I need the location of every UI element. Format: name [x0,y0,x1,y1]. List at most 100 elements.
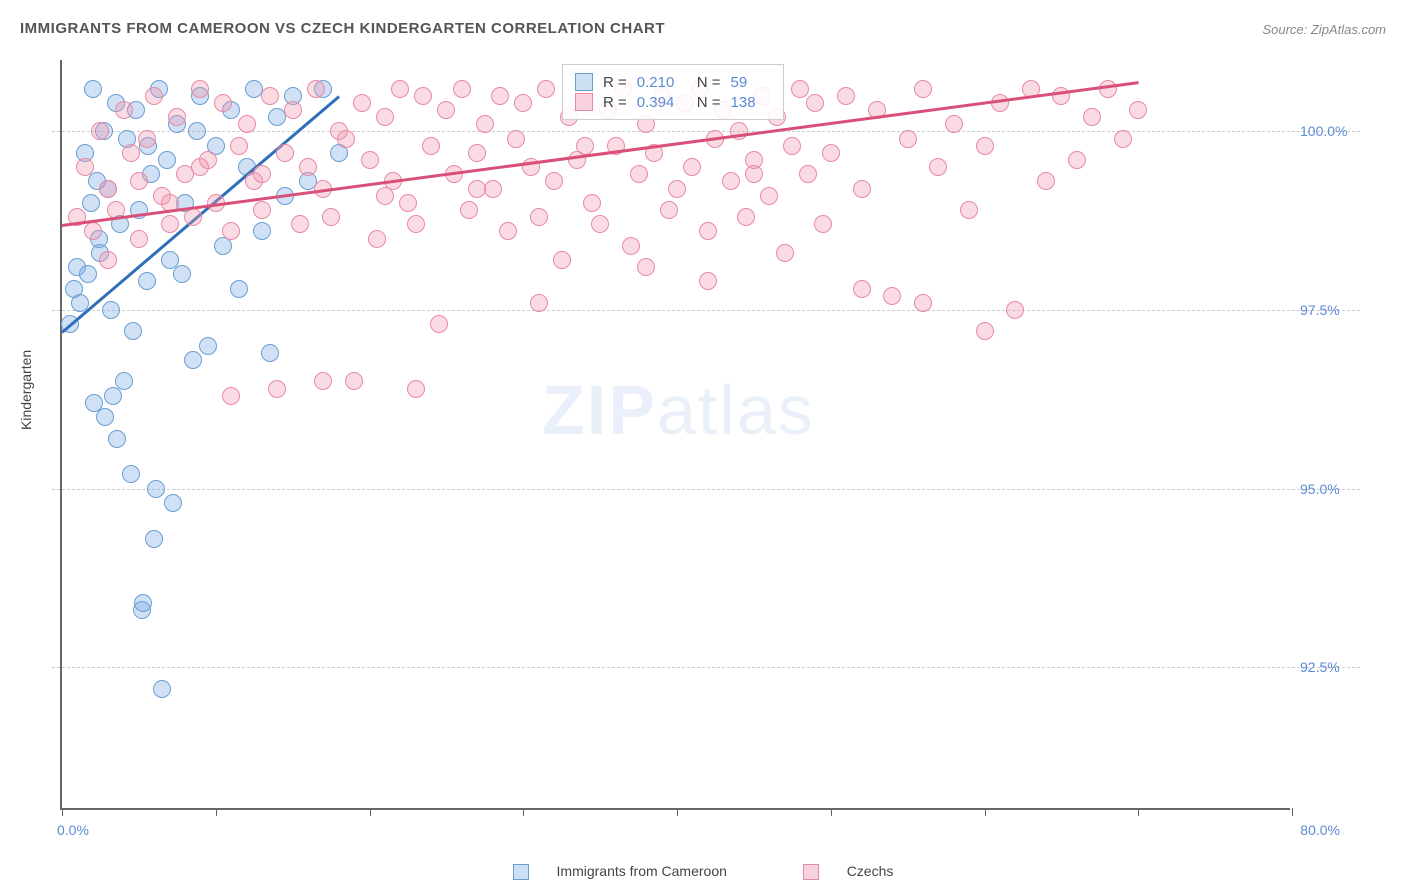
scatter-point [837,87,855,105]
scatter-point [1006,301,1024,319]
scatter-point [184,351,202,369]
scatter-point [276,144,294,162]
scatter-point [188,122,206,140]
x-tick [216,808,217,816]
scatter-point [883,287,901,305]
scatter-point [699,222,717,240]
scatter-point [453,80,471,98]
scatter-point [96,408,114,426]
scatter-point [138,130,156,148]
x-tick [1138,808,1139,816]
x-tick [523,808,524,816]
scatter-point [115,101,133,119]
scatter-point [814,215,832,233]
scatter-point [1068,151,1086,169]
x-label-left: 0.0% [57,822,89,838]
scatter-point [414,87,432,105]
scatter-point [122,144,140,162]
scatter-point [173,265,191,283]
scatter-point [284,101,302,119]
scatter-point [337,130,355,148]
scatter-point [261,344,279,362]
x-tick [62,808,63,816]
scatter-point [214,94,232,112]
scatter-point [630,165,648,183]
scatter-point [1083,108,1101,126]
scatter-point [422,137,440,155]
scatter-point [745,165,763,183]
scatter-point [230,137,248,155]
scatter-point [622,237,640,255]
x-tick [677,808,678,816]
scatter-point [976,322,994,340]
scatter-point [191,158,209,176]
scatter-point [84,222,102,240]
legend-bottom: Immigrants from Cameroon Czechs [0,863,1406,880]
scatter-point [299,158,317,176]
scatter-point [960,201,978,219]
x-tick [370,808,371,816]
scatter-point [407,380,425,398]
scatter-point [261,87,279,105]
x-tick [831,808,832,816]
scatter-point [314,372,332,390]
scatter-point [853,180,871,198]
scatter-point [253,201,271,219]
legend-swatch [575,93,593,111]
scatter-point [145,87,163,105]
scatter-point [134,594,152,612]
legend-item-cameroon: Immigrants from Cameroon [495,863,749,879]
scatter-point [291,215,309,233]
scatter-point [268,380,286,398]
scatter-point [430,315,448,333]
x-tick [1292,808,1293,816]
y-tick-label: 100.0% [1300,123,1360,139]
scatter-point [102,301,120,319]
legend-swatch-czechs [803,864,819,880]
scatter-point [122,465,140,483]
scatter-point [253,165,271,183]
scatter-point [576,137,594,155]
scatter-point [130,230,148,248]
scatter-point [104,387,122,405]
scatter-point [376,108,394,126]
scatter-point [253,222,271,240]
scatter-point [99,180,117,198]
scatter-point [368,230,386,248]
scatter-point [147,480,165,498]
scatter-point [660,201,678,219]
scatter-point [164,494,182,512]
scatter-point [222,222,240,240]
scatter-point [399,194,417,212]
y-axis-title: Kindergarten [18,350,34,430]
scatter-point [637,258,655,276]
scatter-point [530,208,548,226]
scatter-point [945,115,963,133]
scatter-point [437,101,455,119]
scatter-point [783,137,801,155]
y-tick-label: 95.0% [1300,481,1360,497]
y-tick-label: 97.5% [1300,302,1360,318]
scatter-point [230,280,248,298]
gridline [52,489,1360,490]
scatter-point [914,294,932,312]
scatter-point [361,151,379,169]
scatter-point [138,272,156,290]
chart-title: IMMIGRANTS FROM CAMEROON VS CZECH KINDER… [20,20,665,37]
scatter-point [191,80,209,98]
gridline [52,310,1360,311]
scatter-point [553,251,571,269]
scatter-point [1129,101,1147,119]
scatter-point [791,80,809,98]
scatter-point [468,180,486,198]
scatter-point [99,251,117,269]
plot-area: ZIPatlas 92.5%95.0%97.5%100.0%0.0%80.0%R… [60,60,1290,810]
x-tick [985,808,986,816]
scatter-point [537,80,555,98]
legend-item-czechs: Czechs [785,863,912,879]
legend-stats-row: R =0.394N =138 [575,93,771,111]
scatter-point [407,215,425,233]
scatter-point [484,180,502,198]
scatter-point [108,430,126,448]
y-tick-label: 92.5% [1300,659,1360,675]
